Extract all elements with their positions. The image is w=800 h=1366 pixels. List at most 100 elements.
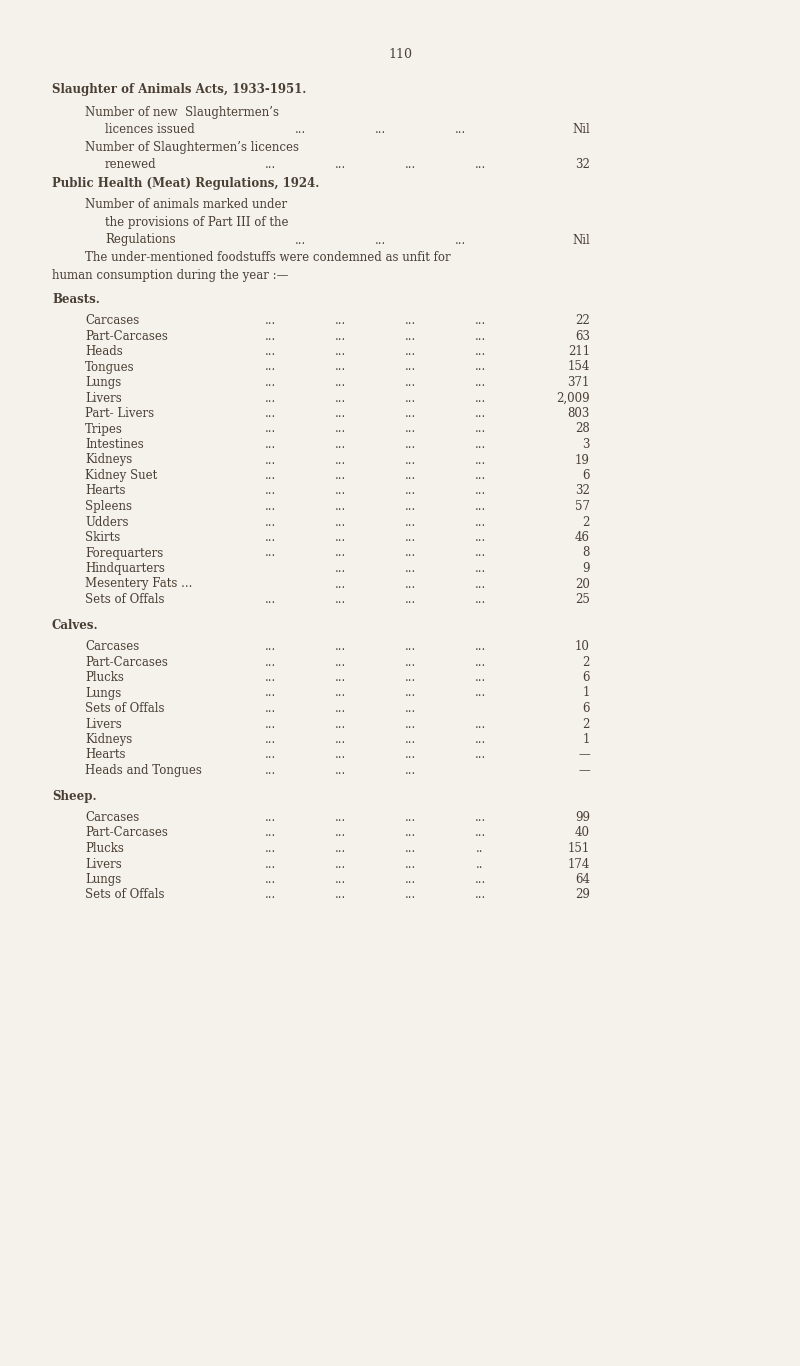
Text: ...: ... (404, 671, 416, 684)
Text: ...: ... (474, 546, 486, 560)
Text: ...: ... (404, 531, 416, 544)
Text: 19: 19 (575, 454, 590, 467)
Text: ...: ... (294, 234, 306, 246)
Text: ...: ... (334, 346, 346, 358)
Text: 2: 2 (582, 656, 590, 668)
Text: Hindquarters: Hindquarters (85, 561, 165, 575)
Text: ...: ... (474, 158, 486, 171)
Text: ...: ... (404, 749, 416, 761)
Text: ...: ... (374, 234, 386, 246)
Text: ...: ... (404, 858, 416, 870)
Text: ...: ... (264, 749, 276, 761)
Text: Part- Livers: Part- Livers (85, 407, 154, 419)
Text: ...: ... (334, 438, 346, 451)
Text: ...: ... (404, 438, 416, 451)
Text: 2,009: 2,009 (556, 392, 590, 404)
Text: ...: ... (474, 376, 486, 389)
Text: ...: ... (334, 764, 346, 777)
Text: ...: ... (474, 717, 486, 731)
Text: Livers: Livers (85, 858, 122, 870)
Text: ...: ... (264, 314, 276, 326)
Text: ...: ... (334, 454, 346, 467)
Text: ...: ... (334, 749, 346, 761)
Text: Carcases: Carcases (85, 314, 139, 326)
Text: 57: 57 (575, 500, 590, 514)
Text: Nil: Nil (572, 234, 590, 246)
Text: ...: ... (294, 123, 306, 137)
Text: ...: ... (404, 329, 416, 343)
Text: 20: 20 (575, 578, 590, 590)
Text: Skirts: Skirts (85, 531, 120, 544)
Text: Carcases: Carcases (85, 641, 139, 653)
Text: 2: 2 (582, 515, 590, 529)
Text: 6: 6 (582, 671, 590, 684)
Text: 174: 174 (568, 858, 590, 870)
Text: 6: 6 (582, 702, 590, 714)
Text: Plucks: Plucks (85, 671, 124, 684)
Text: 803: 803 (568, 407, 590, 419)
Text: ...: ... (334, 515, 346, 529)
Text: Spleens: Spleens (85, 500, 132, 514)
Text: Number of animals marked under: Number of animals marked under (85, 198, 287, 212)
Text: 64: 64 (575, 873, 590, 887)
Text: ...: ... (264, 873, 276, 887)
Text: ...: ... (404, 578, 416, 590)
Text: ...: ... (474, 392, 486, 404)
Text: ...: ... (404, 500, 416, 514)
Text: ...: ... (264, 158, 276, 171)
Text: Lungs: Lungs (85, 873, 122, 887)
Text: ...: ... (404, 811, 416, 824)
Text: ...: ... (264, 687, 276, 699)
Text: ...: ... (404, 376, 416, 389)
Text: ...: ... (404, 407, 416, 419)
Text: Hearts: Hearts (85, 749, 126, 761)
Text: ...: ... (264, 361, 276, 373)
Text: ...: ... (474, 438, 486, 451)
Text: ...: ... (334, 671, 346, 684)
Text: Kidney Suet: Kidney Suet (85, 469, 158, 482)
Text: ...: ... (334, 826, 346, 840)
Text: Livers: Livers (85, 392, 122, 404)
Text: Calves.: Calves. (52, 619, 98, 632)
Text: Kidneys: Kidneys (85, 454, 132, 467)
Text: Udders: Udders (85, 515, 129, 529)
Text: ...: ... (404, 687, 416, 699)
Text: ...: ... (474, 485, 486, 497)
Text: ...: ... (264, 593, 276, 607)
Text: ...: ... (334, 392, 346, 404)
Text: ...: ... (404, 561, 416, 575)
Text: ...: ... (264, 346, 276, 358)
Text: ...: ... (474, 422, 486, 436)
Text: ...: ... (404, 702, 416, 714)
Text: 151: 151 (568, 841, 590, 855)
Text: Lungs: Lungs (85, 687, 122, 699)
Text: Forequarters: Forequarters (85, 546, 163, 560)
Text: ...: ... (474, 500, 486, 514)
Text: ...: ... (404, 873, 416, 887)
Text: ...: ... (404, 158, 416, 171)
Text: ...: ... (474, 888, 486, 902)
Text: 154: 154 (568, 361, 590, 373)
Text: ...: ... (264, 500, 276, 514)
Text: ...: ... (404, 734, 416, 746)
Text: Slaughter of Animals Acts, 1933-1951.: Slaughter of Animals Acts, 1933-1951. (52, 83, 306, 96)
Text: ...: ... (474, 561, 486, 575)
Text: ...: ... (334, 531, 346, 544)
Text: renewed: renewed (105, 158, 157, 171)
Text: licences issued: licences issued (105, 123, 194, 137)
Text: ...: ... (474, 407, 486, 419)
Text: Tongues: Tongues (85, 361, 134, 373)
Text: Part-Carcases: Part-Carcases (85, 826, 168, 840)
Text: 211: 211 (568, 346, 590, 358)
Text: 32: 32 (575, 158, 590, 171)
Text: ...: ... (404, 346, 416, 358)
Text: ...: ... (264, 515, 276, 529)
Text: ...: ... (474, 826, 486, 840)
Text: human consumption during the year :—: human consumption during the year :— (52, 269, 288, 281)
Text: ...: ... (404, 515, 416, 529)
Text: ...: ... (474, 811, 486, 824)
Text: Part-Carcases: Part-Carcases (85, 656, 168, 668)
Text: ..: .. (476, 858, 484, 870)
Text: Sets of Offals: Sets of Offals (85, 593, 165, 607)
Text: ...: ... (334, 469, 346, 482)
